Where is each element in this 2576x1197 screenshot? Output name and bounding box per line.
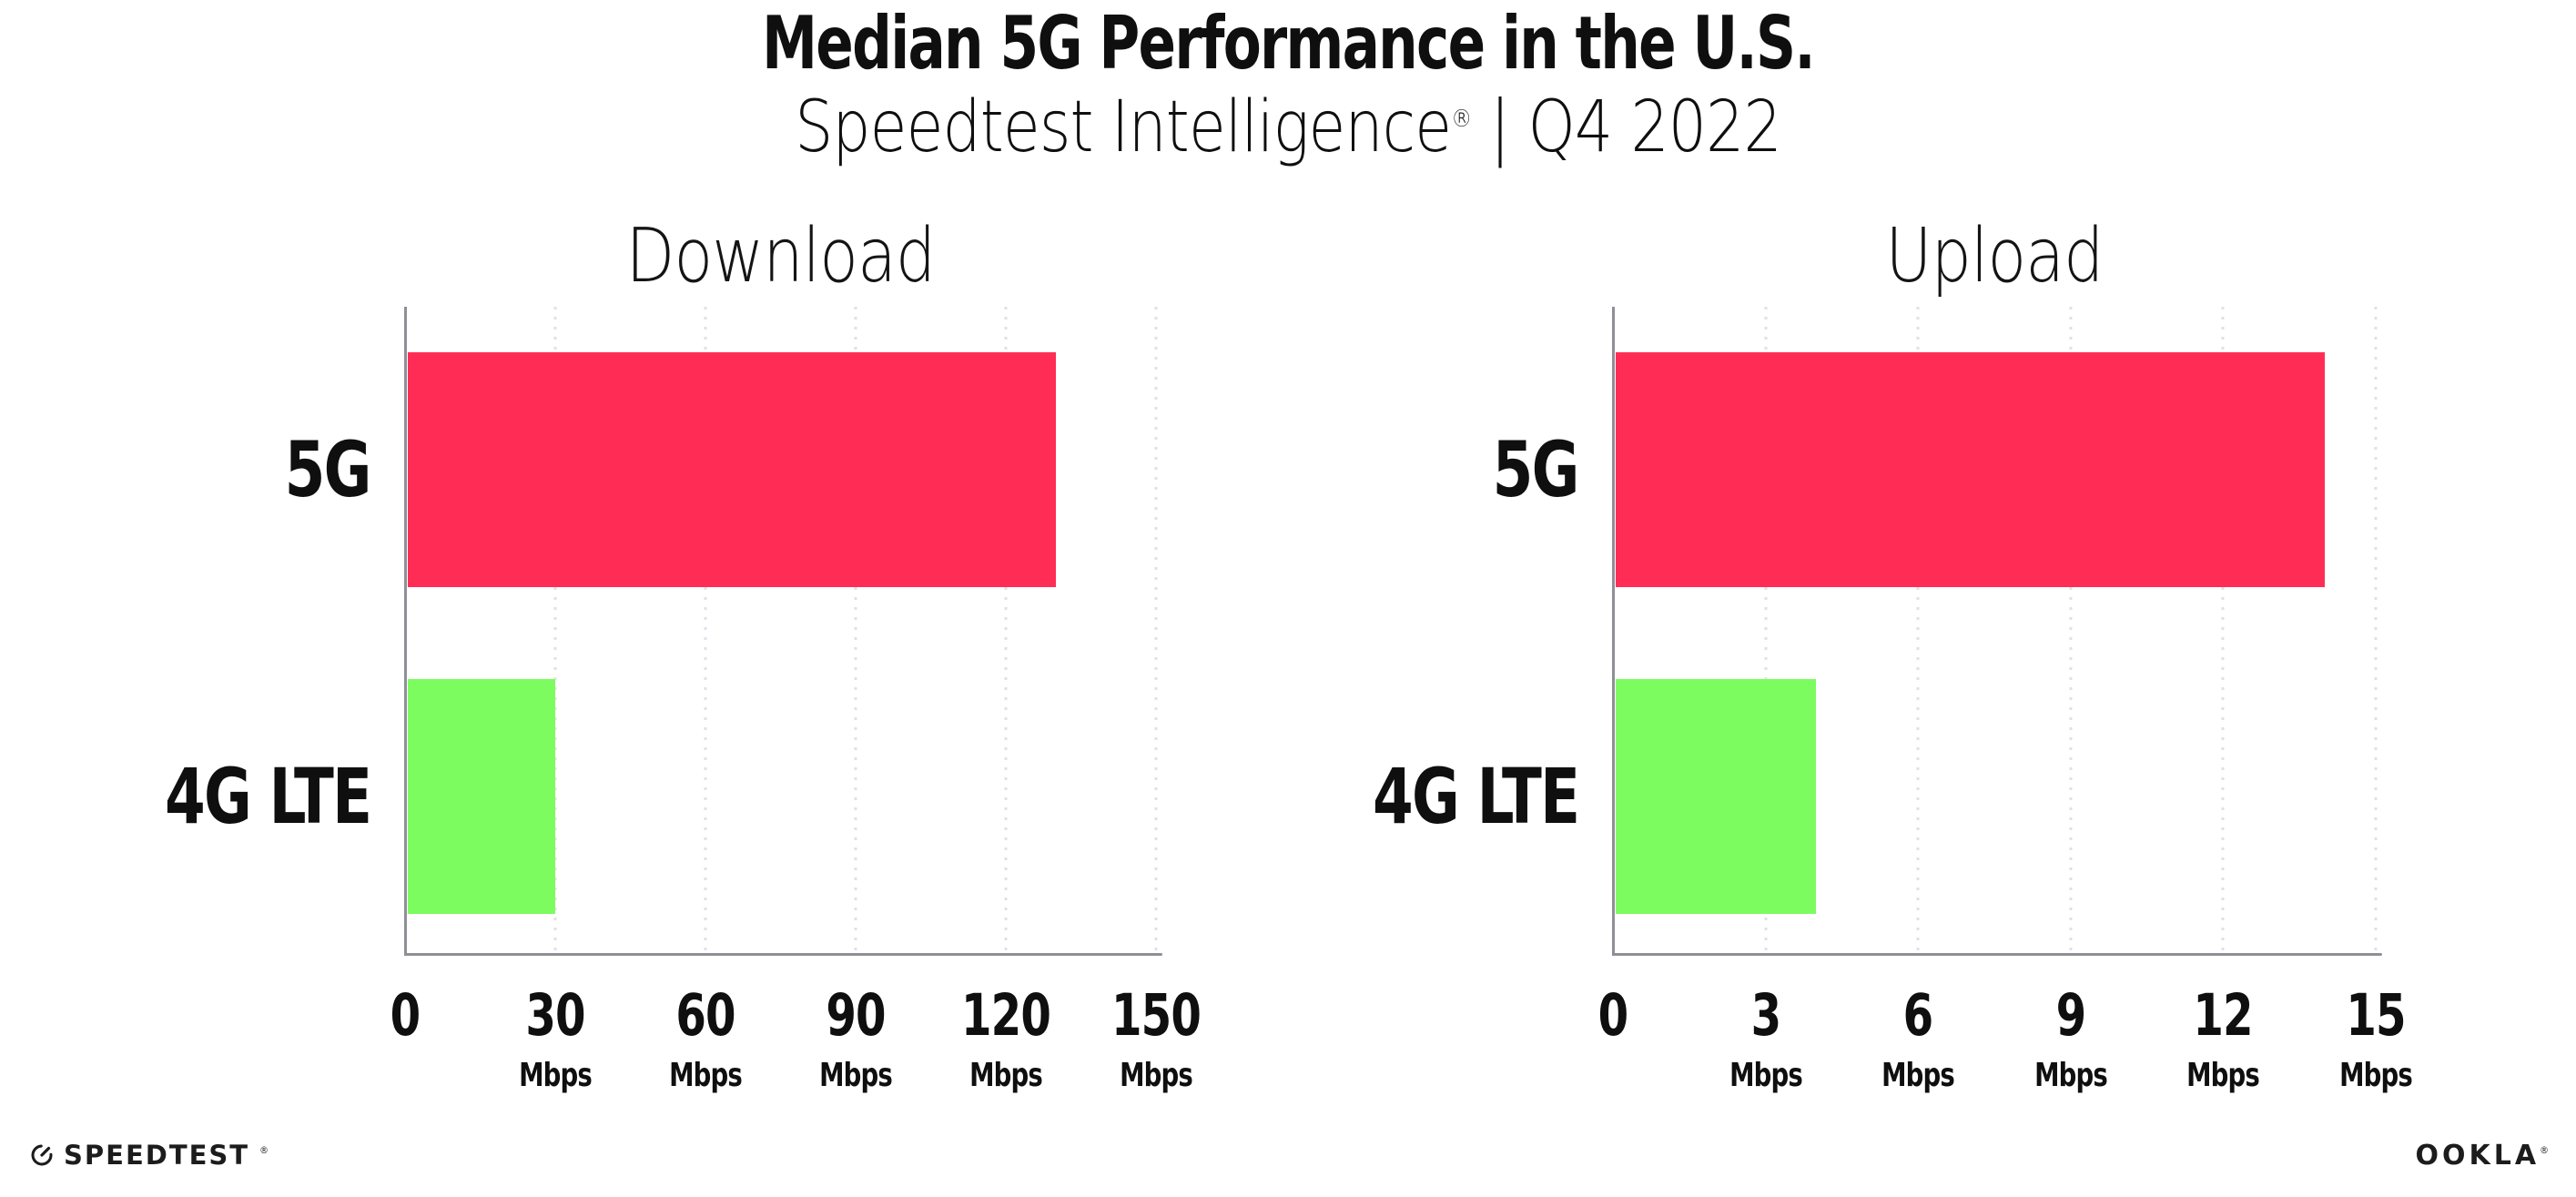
speedtest-gauge-icon [31, 1144, 53, 1166]
x-tick-60: 60 Mbps [669, 982, 743, 1094]
x-tick-value: 6 [1902, 982, 1934, 1049]
subtitle-separator: | [1489, 86, 1510, 168]
category-label-5g: 5G [284, 425, 372, 514]
figure-subtitle: Speedtest Intelligence® | Q4 2022 [193, 86, 2383, 168]
x-tick-unit: Mbps [969, 1057, 1043, 1094]
x-tick-value: 60 [675, 982, 735, 1049]
gridline-150 [1154, 307, 1158, 953]
bar-5g [1616, 352, 2326, 587]
category-label-4g-lte: 4G LTE [1372, 752, 1580, 841]
x-tick-0: 0 [390, 987, 421, 1044]
x-tick-12: 12 Mbps [2186, 982, 2260, 1094]
x-tick-unit: Mbps [2339, 1057, 2413, 1094]
upload-plot-area: 0 3 Mbps 6 Mbps 9 Mbps 12 Mbps 15 Mbps 5G 4G LTE [1373, 307, 2413, 1092]
x-axis-line [404, 953, 1162, 956]
gridline-12 [2221, 307, 2225, 953]
category-label-4g-lte: 4G LTE [164, 752, 372, 841]
x-tick-unit: Mbps [1881, 1057, 1955, 1094]
gridline-60 [704, 307, 707, 953]
x-tick-value: 120 [960, 982, 1051, 1049]
x-tick-150: 150 Mbps [1111, 982, 1202, 1094]
category-label-5g: 5G [1492, 425, 1580, 514]
x-tick-value: 3 [1750, 982, 1781, 1049]
x-tick-90: 90 Mbps [819, 982, 893, 1094]
gridline-90 [854, 307, 857, 953]
x-tick-3: 3 Mbps [1729, 982, 1803, 1094]
x-tick-unit: Mbps [1729, 1057, 1803, 1094]
ookla-logo-text: OOKLA [2415, 1140, 2541, 1172]
bar-4g-lte [1616, 679, 1817, 914]
x-tick-unit: Mbps [819, 1057, 893, 1094]
gridline-15 [2374, 307, 2378, 953]
x-tick-value: 30 [525, 982, 585, 1049]
x-tick-value: 12 [2193, 982, 2254, 1049]
x-tick-unit: Mbps [519, 1057, 593, 1094]
x-tick-value: 90 [826, 982, 886, 1049]
bar-4g-lte [408, 679, 555, 914]
x-tick-unit: Mbps [669, 1057, 743, 1094]
x-tick-9: 9 Mbps [2033, 982, 2108, 1094]
download-chart-title: Download [625, 213, 937, 299]
speedtest-logo: SPEEDTEST ® [30, 1140, 269, 1171]
gridline-30 [553, 307, 557, 953]
gridline-3 [1764, 307, 1768, 953]
gridline-9 [2069, 307, 2073, 953]
x-tick-120: 120 Mbps [960, 982, 1051, 1094]
x-tick-value: 0 [1597, 982, 1629, 1049]
ookla-trademark: ® [2540, 1144, 2549, 1156]
x-tick-6: 6 Mbps [1881, 982, 1955, 1094]
speedtest-trademark: ® [259, 1143, 269, 1156]
x-tick-value: 0 [390, 982, 421, 1049]
speedtest-logo-text: SPEEDTEST [64, 1140, 250, 1171]
subtitle-period: Q4 2022 [1527, 86, 1782, 168]
x-tick-value: 9 [2055, 982, 2086, 1049]
x-tick-value: 15 [2346, 982, 2406, 1049]
bar-5g [408, 352, 1056, 587]
x-tick-unit: Mbps [2186, 1057, 2260, 1094]
x-tick-15: 15 Mbps [2339, 982, 2413, 1094]
x-axis-line [1612, 953, 2382, 956]
gauge-needle [40, 1146, 51, 1157]
ookla-logo: OOKLA ® [2416, 1140, 2550, 1172]
x-tick-unit: Mbps [1120, 1057, 1193, 1094]
gridline-6 [1916, 307, 1920, 953]
x-tick-0: 0 [1597, 982, 1629, 1049]
registered-mark: ® [1451, 105, 1472, 133]
figure-title: Median 5G Performance in the U.S. [762, 1, 1815, 86]
gridline-120 [1004, 307, 1008, 953]
x-tick-value: 150 [1111, 982, 1202, 1049]
y-axis-line [404, 307, 407, 956]
x-tick-unit: Mbps [2033, 1057, 2108, 1094]
x-tick-30: 30 Mbps [519, 982, 593, 1094]
upload-chart-title: Upload [1885, 213, 2104, 299]
subtitle-brand: Speedtest Intelligence [795, 86, 1452, 168]
download-plot-area: 0 30 Mbps 60 Mbps 90 Mbps 120 Mbps 150 Mbps 5G 4G L… [165, 307, 1202, 1092]
y-axis-line [1612, 307, 1615, 956]
